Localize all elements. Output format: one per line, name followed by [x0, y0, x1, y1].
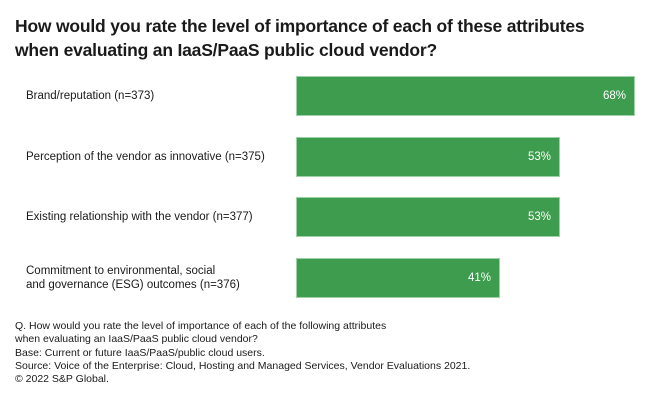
bar	[296, 257, 500, 298]
bar-value-label: 53%	[527, 150, 551, 163]
bar	[296, 197, 560, 237]
bar-value-label: 68%	[602, 90, 626, 102]
category-label-line: and governance (ESG) outcomes (n=376)	[26, 278, 240, 291]
footnote-question: Q. How would you rate the level of impor…	[15, 320, 387, 332]
footnote-question-cont: when evaluating an IaaS/PaaS public clou…	[15, 333, 258, 346]
category-label: Commitment to environmental, social and g…	[26, 264, 240, 292]
category-label-line: Commitment to environmental, social	[26, 264, 216, 277]
category-label-line: Existing relationship with the vendor (n…	[26, 211, 253, 223]
chart-title-line: How would you rate the level of importan…	[15, 16, 585, 36]
footnote-source: Source: Voice of the Enterprise: Cloud, …	[15, 359, 471, 372]
category-label: Existing relationship with the vendor (n…	[26, 210, 253, 224]
bar-value-label: 41%	[467, 271, 491, 284]
bar	[296, 136, 560, 177]
category-label: Brand/reputation (n=373)	[26, 89, 154, 103]
footnote-base: Base: Current or future IaaS/PaaS/public…	[15, 346, 265, 359]
chart-title: How would you rate the level of importan…	[15, 14, 655, 62]
chart-footnotes: Q. How would you rate the level of impor…	[15, 320, 470, 386]
category-label-line: Brand/reputation (n=373)	[26, 90, 155, 102]
bar	[296, 76, 635, 116]
category-label: Perception of the vendor as innovative (…	[26, 150, 265, 164]
category-label-line: Perception of the vendor as innovative (…	[26, 150, 265, 163]
chart-title-line: when evaluating an IaaS/PaaS public clou…	[15, 40, 437, 60]
bar-value-label: 53%	[527, 211, 551, 223]
footnote-copyright: © 2022 S&P Global.	[15, 373, 109, 386]
